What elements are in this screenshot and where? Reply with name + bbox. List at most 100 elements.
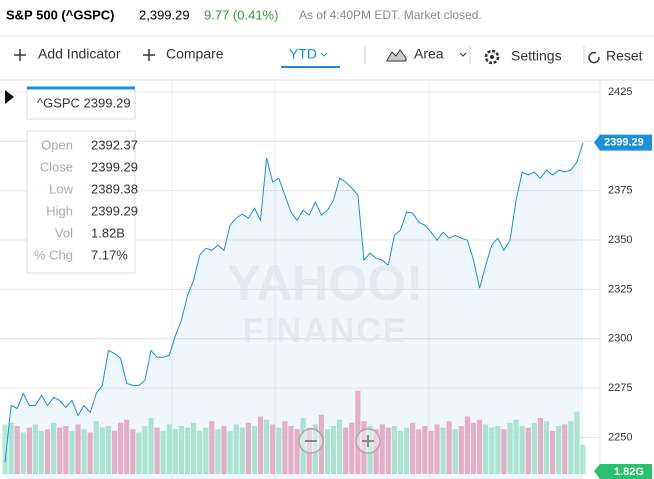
- reset-button[interactable]: Reset: [606, 48, 643, 64]
- volume-bar: [440, 427, 446, 474]
- y-tick-label: 2350: [608, 234, 632, 246]
- volume-bar: [397, 430, 404, 474]
- watermark: FINANCE: [242, 312, 407, 350]
- tooltip-value: 2399.29: [91, 159, 138, 174]
- tooltip-label: Close: [40, 159, 73, 174]
- volume-bar: [537, 418, 544, 474]
- volume-bar: [489, 427, 495, 474]
- volume-bar: [294, 429, 300, 474]
- volume-bar: [434, 424, 440, 474]
- volume-bar: [373, 429, 379, 474]
- volume-bar: [343, 427, 349, 474]
- tooltip-label: Open: [41, 137, 73, 152]
- volume-bar: [166, 424, 172, 474]
- volume-bar: [75, 424, 81, 474]
- volume-bar: [8, 422, 14, 474]
- volume-bar: [428, 430, 434, 474]
- volume-bar: [209, 421, 215, 474]
- chart-type-button[interactable]: Area: [414, 46, 444, 62]
- volume-bar: [154, 427, 160, 474]
- volume-bar: [2, 424, 8, 474]
- area-icon: [386, 49, 407, 62]
- volume-bar: [142, 426, 148, 474]
- quote-name: S&P 500 (^GSPC): [6, 7, 115, 22]
- volume-bar: [470, 422, 477, 474]
- plot: 225022752300232523502375240024252399.291…: [0, 80, 652, 479]
- y-tick-label: 2425: [608, 86, 632, 98]
- tooltip-value: 1.82B: [91, 225, 125, 240]
- zoom-in[interactable]: [355, 428, 381, 454]
- volume-bar: [239, 427, 245, 474]
- y-tick-label: 2275: [608, 382, 632, 394]
- volume-bar: [172, 429, 178, 474]
- range-button[interactable]: YTD: [289, 46, 317, 62]
- tooltip-label: Vol: [55, 225, 73, 240]
- volume-bar: [403, 427, 410, 474]
- y-tick-label: 2375: [608, 185, 632, 197]
- tooltip-value: 2389.38: [91, 181, 138, 196]
- compare-button[interactable]: Compare: [166, 46, 224, 62]
- volume-bar: [118, 422, 124, 474]
- volume-bar: [57, 427, 63, 474]
- tooltip-value: 7.17%: [91, 247, 128, 262]
- volume-bar: [367, 426, 373, 474]
- gear-icon: [484, 49, 500, 65]
- volume-bar: [38, 430, 45, 474]
- range-caret: [320, 52, 328, 57]
- volume-bar: [574, 411, 580, 474]
- volume-bar: [191, 422, 197, 474]
- volume-bar: [501, 429, 507, 474]
- volume-bar: [452, 429, 458, 474]
- volume-bar: [543, 421, 550, 474]
- tooltip-label: % Chg: [34, 247, 73, 262]
- volume-bar: [531, 422, 537, 474]
- volume-bar: [270, 424, 276, 474]
- volume-bar: [227, 430, 233, 474]
- zoom-out[interactable]: [298, 428, 324, 454]
- volume-bar: [221, 426, 227, 474]
- volume-bar: [379, 424, 385, 474]
- settings-button[interactable]: Settings: [511, 48, 562, 64]
- area-fill: [5, 142, 583, 479]
- volume-bar: [318, 414, 324, 474]
- volume-bar: [507, 422, 513, 474]
- volume-bar: [20, 432, 26, 474]
- volume-bar: [148, 418, 154, 474]
- volume-bar: [215, 429, 221, 474]
- volume-bar: [136, 432, 142, 474]
- volume-bar: [330, 426, 337, 474]
- reset-icon: [588, 51, 600, 64]
- chart-type-caret: [459, 52, 467, 57]
- volume-bar: [87, 432, 93, 474]
- volume-bar: [124, 419, 130, 474]
- volume-bar: [178, 426, 185, 474]
- volume-bar: [233, 424, 239, 474]
- volume-bar: [51, 422, 57, 474]
- volume-bar: [422, 426, 428, 474]
- volume-bar: [410, 422, 416, 474]
- volume-bar: [160, 430, 166, 474]
- volume-bar: [324, 429, 331, 474]
- volume-bar: [495, 426, 501, 474]
- price-tag: [594, 134, 652, 151]
- quote-note: As of 4:40PM EDT. Market closed.: [299, 8, 482, 22]
- volume-bar: [337, 419, 343, 474]
- price-tag-label: 2399.29: [604, 137, 644, 149]
- volume-bar: [44, 429, 51, 474]
- add-indicator-button[interactable]: Add Indicator: [38, 46, 121, 62]
- y-tick-label: 2300: [608, 333, 632, 345]
- volume-bar: [361, 421, 367, 474]
- volume-bar: [483, 424, 489, 474]
- volume-bar: [306, 427, 312, 474]
- volume-bar: [282, 421, 288, 474]
- volume-bar: [458, 426, 464, 474]
- volume-bar: [355, 390, 361, 474]
- volume-bar: [416, 429, 422, 474]
- volume-bar: [568, 421, 574, 474]
- volume-tag-label: 1.82G: [614, 466, 644, 478]
- volume-bar: [81, 429, 87, 474]
- volume-bar: [99, 427, 105, 474]
- volume-bar: [349, 422, 355, 474]
- volume-bar: [26, 427, 32, 474]
